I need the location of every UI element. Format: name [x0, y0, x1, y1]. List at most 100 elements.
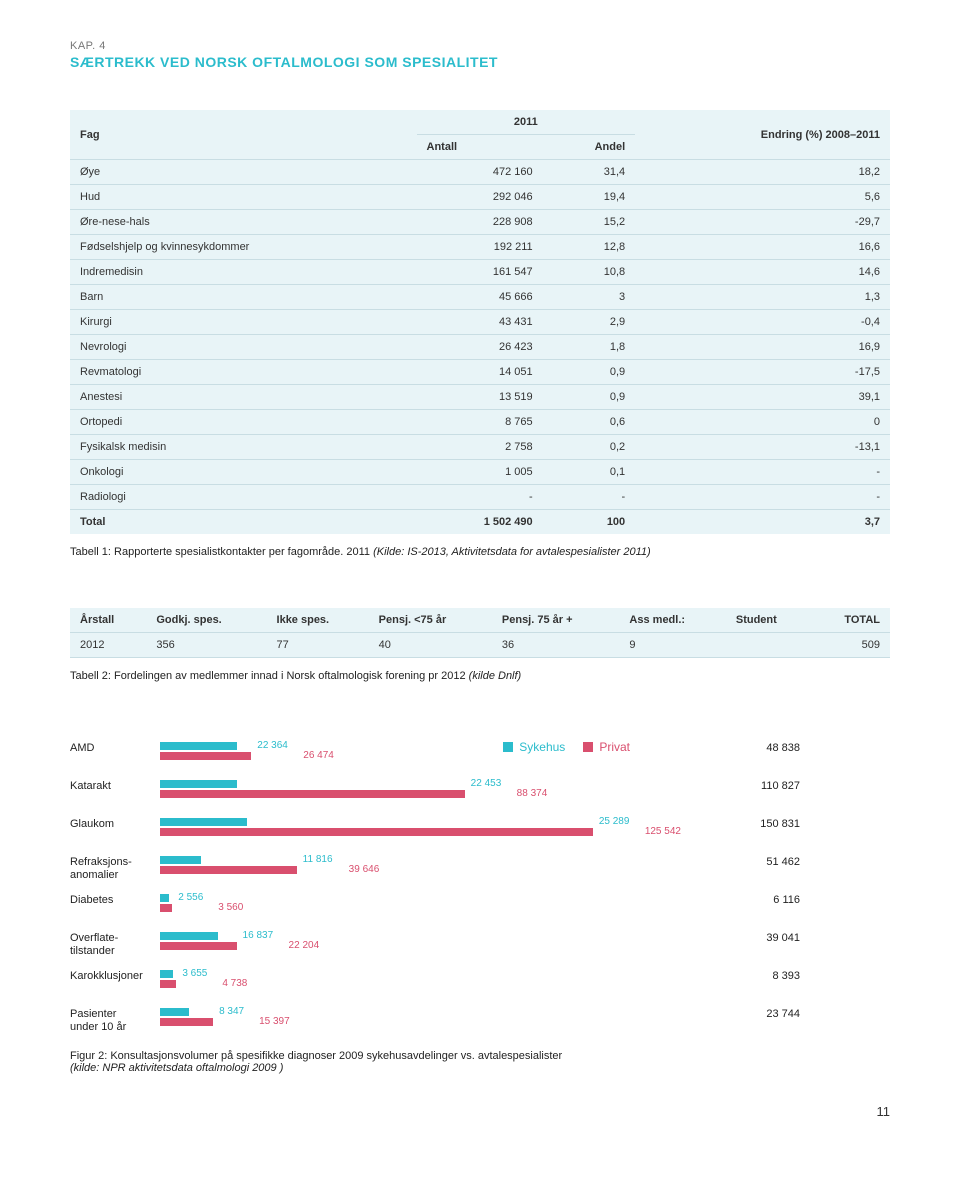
cell: 0,9: [543, 360, 636, 385]
bar-value-sykehus: 16 837: [243, 930, 274, 941]
chart-row: Overflate-tilstander16 83722 20439 041: [70, 932, 890, 956]
cell: Indremedisin: [70, 260, 417, 285]
bar-privat: [160, 790, 465, 798]
cell: 3: [543, 285, 636, 310]
cell: 40: [369, 633, 492, 658]
cell: 16,9: [635, 335, 890, 360]
cell: 0: [635, 410, 890, 435]
cell: Nevrologi: [70, 335, 417, 360]
bar-group: 2 5563 560: [160, 894, 720, 916]
chart-row: Pasienterunder 10 år8 34715 39723 744: [70, 1008, 890, 1032]
caption1-lead: Tabell 1: Rapporterte spesialistkontakte…: [70, 546, 373, 558]
bar-value-privat: 39 646: [349, 864, 380, 875]
cell: 0,2: [543, 435, 636, 460]
cell: 0,1: [543, 460, 636, 485]
chart-row-total: 23 744: [740, 1008, 800, 1020]
legend-swatch-privat: [583, 742, 593, 752]
table-row: Øre-nese-hals228 90815,2-29,7: [70, 210, 890, 235]
cell: 228 908: [417, 210, 543, 235]
col-header: TOTAL: [812, 608, 890, 633]
table-row: Fødselshjelp og kvinnesykdommer192 21112…: [70, 235, 890, 260]
cell: Anestesi: [70, 385, 417, 410]
table-row: Øye472 16031,418,2: [70, 160, 890, 185]
cell: Revmatologi: [70, 360, 417, 385]
col-header: Ikke spes.: [267, 608, 369, 633]
cell: -0,4: [635, 310, 890, 335]
chart-row-total: 48 838: [740, 742, 800, 754]
cell: 2012: [70, 633, 146, 658]
bar-group: 3 6554 738: [160, 970, 720, 992]
bar-sykehus: [160, 742, 237, 750]
caption3-line2: (kilde: NPR aktivitetsdata oftalmologi 2…: [70, 1062, 283, 1074]
cell: 100: [543, 510, 636, 535]
cell: 3,7: [635, 510, 890, 535]
bar-privat: [160, 904, 172, 912]
cell: 509: [812, 633, 890, 658]
bar-group: 11 81639 646: [160, 856, 720, 878]
table2-caption: Tabell 2: Fordelingen av medlemmer innad…: [70, 670, 890, 682]
cell: -29,7: [635, 210, 890, 235]
cell: 1 502 490: [417, 510, 543, 535]
cell: -: [543, 485, 636, 510]
bar-value-sykehus: 2 556: [178, 892, 203, 903]
page-number: 11: [70, 1104, 890, 1119]
cell: -: [635, 460, 890, 485]
chart-row: Diabetes2 5563 5606 116: [70, 894, 890, 918]
bar-sykehus: [160, 856, 201, 864]
bar-sykehus: [160, 932, 218, 940]
chart-row-total: 150 831: [740, 818, 800, 830]
bar-privat: [160, 942, 237, 950]
figure2-caption: Figur 2: Konsultasjonsvolumer på spesifi…: [70, 1050, 890, 1074]
col-fag: Fag: [70, 110, 417, 160]
cell: 0,6: [543, 410, 636, 435]
chapter-title: SÆRTREKK VED NORSK OFTALMOLOGI SOM SPESI…: [70, 54, 890, 70]
chart-row: Karokklusjoner3 6554 738 8 393: [70, 970, 890, 994]
cell: 39,1: [635, 385, 890, 410]
col-header: Godkj. spes.: [146, 608, 266, 633]
table-1: Fag 2011 Endring (%) 2008–2011 Antall An…: [70, 110, 890, 534]
table-row: Hud292 04619,45,6: [70, 185, 890, 210]
cell: 15,2: [543, 210, 636, 235]
table-row: Kirurgi43 4312,9-0,4: [70, 310, 890, 335]
chart-row: AMD22 36426 474SykehusPrivat48 838: [70, 742, 890, 766]
bar-value-sykehus: 22 364: [257, 740, 288, 751]
table-row: Onkologi1 0050,1-: [70, 460, 890, 485]
bar-privat: [160, 980, 176, 988]
cell: 472 160: [417, 160, 543, 185]
cell: 1 005: [417, 460, 543, 485]
bar-value-sykehus: 3 655: [182, 968, 207, 979]
caption3-line1: Figur 2: Konsultasjonsvolumer på spesifi…: [70, 1050, 562, 1062]
chart-row-total: 51 462: [740, 856, 800, 868]
table-row: Revmatologi14 0510,9-17,5: [70, 360, 890, 385]
cell: Radiologi: [70, 485, 417, 510]
bar-privat: [160, 1018, 213, 1026]
cell: -: [635, 485, 890, 510]
bar-value-sykehus: 22 453: [471, 778, 502, 789]
bar-value-sykehus: 25 289: [599, 816, 630, 827]
bar-value-privat: 15 397: [259, 1016, 290, 1027]
bar-sykehus: [160, 1008, 189, 1016]
bar-group: 16 837 22 204: [160, 932, 720, 954]
cell: Øre-nese-hals: [70, 210, 417, 235]
chart-row-total: 39 041: [740, 932, 800, 944]
chart-category-label: Karokklusjoner: [70, 970, 160, 983]
cell: -13,1: [635, 435, 890, 460]
cell: 31,4: [543, 160, 636, 185]
chart-row: Katarakt22 45388 374110 827: [70, 780, 890, 804]
cell: 26 423: [417, 335, 543, 360]
total-row: Total1 502 4901003,7: [70, 510, 890, 535]
cell: Øye: [70, 160, 417, 185]
cell: 36: [492, 633, 620, 658]
chart-category-label: Katarakt: [70, 780, 160, 793]
cell: 18,2: [635, 160, 890, 185]
cell: Fysikalsk medisin: [70, 435, 417, 460]
cell: 12,8: [543, 235, 636, 260]
cell: 14,6: [635, 260, 890, 285]
col-endring: Endring (%) 2008–2011: [635, 110, 890, 160]
cell: 356: [146, 633, 266, 658]
bar-group: 25 289125 542: [160, 818, 720, 840]
chart-row-total: 8 393: [740, 970, 800, 982]
chart-category-label: Diabetes: [70, 894, 160, 907]
bar-value-privat: 22 204: [289, 940, 320, 951]
cell: Total: [70, 510, 417, 535]
